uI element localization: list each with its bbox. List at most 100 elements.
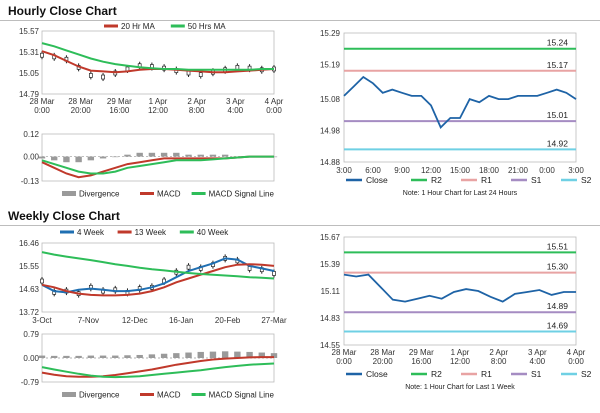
- wv-x-tick-label: 20:00: [373, 357, 394, 366]
- wv-x-tick-label: 8:00: [491, 357, 507, 366]
- hv-x-tick-label: 21:00: [508, 166, 529, 175]
- hp-x-tick-label: 29 Mar: [107, 97, 132, 106]
- hv-legend-label: S1: [531, 175, 542, 185]
- hourly-price-chart: 15.57 15.31 15.05 14.79 20 Hr MA 50 Hrs MA 28 …: [19, 22, 284, 115]
- hp-x-tick-label: 28 Mar: [30, 97, 55, 106]
- wv-y-tick-label: 14.55: [320, 341, 341, 350]
- wv-x-tick-label: 2 Apr: [489, 348, 508, 357]
- wv-r1-level-label: 15.30: [547, 262, 569, 272]
- hv-legend-label: R2: [431, 175, 442, 185]
- wm-divergence-bar: [75, 355, 82, 358]
- hv-close-line: [343, 75, 577, 129]
- hp-plot-frame: [41, 30, 275, 95]
- wm-divergence-bar: [63, 355, 70, 358]
- wm-divergence-bar: [209, 351, 217, 358]
- hp-legend-label: 20 Hr MA: [121, 22, 155, 31]
- hv-legend-label: Close: [366, 175, 388, 185]
- wm-divergence-bar: [148, 354, 156, 358]
- wp-40wk-line: [41, 251, 275, 280]
- hv-x-tick-label: 9:00: [394, 166, 410, 175]
- wm-legend-label: MACD Signal Line: [209, 391, 275, 400]
- hm-divergence-bar: [63, 156, 70, 163]
- wm-divergence-bar: [197, 351, 204, 358]
- wp-x-tick-label: 7-Nov: [78, 316, 99, 325]
- wp-x-tick-label: 27-Mar: [261, 316, 287, 325]
- hp-y-tick-label: 14.79: [19, 90, 40, 99]
- wv-s2-level-label: 14.69: [547, 321, 569, 331]
- wv-y-tick-label: 15.39: [320, 260, 341, 269]
- wm-divergence-bar: [173, 353, 180, 358]
- wm-divergence-bar: [51, 355, 58, 358]
- hp-x-tick-label: 2 Apr: [187, 97, 206, 106]
- hv-x-tick-label: 0:00: [539, 166, 555, 175]
- hp-price-body: [198, 72, 203, 77]
- hm-divergence-bar: [38, 156, 46, 159]
- hv-legend-label: S2: [581, 175, 592, 185]
- wm-y-tick-label: 0.79: [23, 330, 39, 339]
- hp-price-body: [101, 74, 105, 80]
- weekly-price-chart: 16.46 15.55 14.63 13.72 4 Week 13 Week 40 Week…: [19, 228, 287, 325]
- wp-y-tick-label: 15.55: [19, 262, 40, 271]
- wv-x-tick-label: 4:00: [530, 357, 546, 366]
- hm-divergence-bar: [221, 154, 229, 157]
- wm-legend-swatch: [62, 392, 76, 397]
- hourly-section-title: Hourly Close Chart: [8, 4, 117, 18]
- wm-divergence-bar: [160, 353, 168, 358]
- wp-legend-label: 13 Week: [135, 228, 167, 237]
- hp-x-tick-label: 20:00: [71, 106, 92, 115]
- hm-divergence-bar: [112, 156, 119, 158]
- wv-legend-label: R1: [481, 369, 492, 379]
- wv-legend-label: S2: [581, 369, 592, 379]
- wm-divergence-bar: [124, 355, 131, 358]
- wm-divergence-bar: [246, 351, 253, 358]
- wv-x-tick-label: 1 Apr: [451, 348, 470, 357]
- wm-divergence-bar: [258, 352, 265, 358]
- hv-plot-frame: [343, 32, 577, 163]
- hm-divergence-bar: [75, 156, 82, 163]
- hv-y-tick-label: 14.88: [320, 158, 341, 167]
- hv-x-tick-label: 3:00: [336, 166, 352, 175]
- hourly-macd-chart: 0.12 0.00 -0.13 Divergence MACD MACD Signal L…: [21, 130, 278, 199]
- hm-y-tick-label: 0.12: [23, 130, 39, 139]
- wm-divergence-bar: [234, 351, 241, 358]
- hp-x-tick-label: 8:00: [189, 106, 205, 115]
- weekly-macd-chart: 0.79 0.00 -0.79 Divergence MACD MACD Signal L…: [21, 330, 278, 400]
- hm-legend-label: MACD: [157, 190, 181, 199]
- wm-divergence-bar: [221, 351, 229, 358]
- hm-divergence-bar: [209, 154, 217, 157]
- weekly-section-title: Weekly Close Chart: [8, 209, 120, 223]
- wv-close-line: [343, 273, 576, 303]
- wm-divergence-bar: [112, 355, 119, 358]
- hp-x-tick-label: 12:00: [148, 106, 169, 115]
- hp-price-body: [88, 73, 93, 78]
- hm-divergence-bar: [185, 154, 192, 157]
- hourly-title-rule: [0, 20, 600, 21]
- wv-legend-label: R2: [431, 369, 442, 379]
- hp-price-body: [40, 52, 44, 58]
- hm-y-tick-label: -0.13: [21, 177, 40, 186]
- wm-divergence-bar: [38, 355, 46, 358]
- hm-legend-label: Divergence: [79, 190, 120, 199]
- wv-plot-frame: [343, 236, 577, 346]
- hp-ma50-line: [41, 42, 274, 71]
- hp-price-body: [235, 64, 240, 70]
- hp-legend-label: 50 Hrs MA: [188, 22, 226, 31]
- hp-x-tick-label: 0:00: [34, 106, 50, 115]
- weekly-pivot-chart: 15.67 15.39 15.11 14.83 14.55 15.51 15.30 14.89…: [320, 233, 592, 391]
- hv-s2-level-label: 14.92: [547, 138, 569, 148]
- hv-y-tick-label: 15.08: [320, 95, 341, 104]
- hv-y-tick-label: 15.19: [320, 60, 341, 69]
- wp-x-tick-label: 20-Feb: [215, 316, 241, 325]
- wp-y-tick-label: 16.46: [19, 239, 40, 248]
- wv-x-tick-label: 3 Apr: [528, 348, 547, 357]
- wp-13wk-line: [41, 263, 275, 297]
- wv-s1-level-label: 14.89: [547, 301, 569, 311]
- hv-r2-level-label: 15.24: [547, 38, 569, 48]
- wm-macd-line: [41, 356, 274, 378]
- wm-divergence-bar: [87, 355, 95, 358]
- hm-divergence-bar: [160, 152, 168, 157]
- hourly-pivot-chart: 15.29 15.19 15.08 14.98 14.88 15.24 15.17 15.01…: [320, 29, 592, 197]
- hp-x-tick-label: 0:00: [266, 106, 282, 115]
- wv-x-tick-label: 12:00: [450, 357, 471, 366]
- hm-divergence-bar: [87, 156, 95, 161]
